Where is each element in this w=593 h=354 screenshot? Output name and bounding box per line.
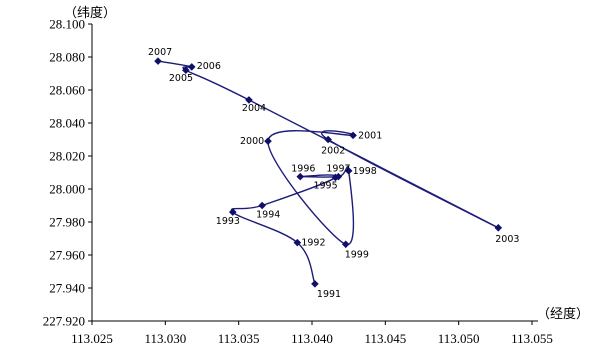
y-tick-label: 227.920 xyxy=(43,314,85,329)
y-tick-label: 27.940 xyxy=(49,281,85,296)
data-point-marker xyxy=(245,96,253,104)
data-point-marker xyxy=(258,201,266,210)
data-point-label: 2006 xyxy=(197,61,221,72)
data-point-label: 1998 xyxy=(353,166,377,177)
data-point-marker xyxy=(296,172,305,181)
data-point-label: 1996 xyxy=(291,164,315,175)
x-tick-label: 113.030 xyxy=(144,331,186,346)
data-point-label: 1995 xyxy=(313,180,337,191)
y-tick-label: 28.060 xyxy=(49,83,85,98)
x-tick-label: 113.055 xyxy=(511,331,553,346)
y-tick-group: 227.920 27.940 27.960 27.980 28.000 28.020 28.… xyxy=(43,17,92,329)
x-axis-title: （经度） xyxy=(537,306,589,322)
data-point-marker xyxy=(349,131,357,140)
data-point-marker xyxy=(293,238,302,247)
x-tick-label: 113.025 xyxy=(71,331,113,346)
y-tick-label: 28.040 xyxy=(49,116,85,131)
y-tick-label: 28.100 xyxy=(49,17,85,32)
data-point-label: 2002 xyxy=(321,146,345,157)
x-tick-label: 113.050 xyxy=(438,331,480,346)
marker-group xyxy=(154,57,503,288)
data-point-label: 2004 xyxy=(242,103,266,114)
data-point-marker xyxy=(154,57,162,65)
data-point-marker xyxy=(324,135,332,144)
data-point-marker xyxy=(187,63,196,71)
data-point-label: 2000 xyxy=(240,136,264,147)
data-point-label: 2001 xyxy=(358,130,382,141)
y-tick-label: 27.980 xyxy=(49,215,85,230)
x-tick-label: 113.040 xyxy=(291,331,333,346)
y-axis-title: （纬度） xyxy=(64,5,116,21)
y-tick-label: 28.000 xyxy=(49,182,85,197)
data-point-marker xyxy=(341,240,350,249)
data-point-label: 1991 xyxy=(317,289,341,300)
data-point-marker xyxy=(311,280,319,288)
x-tick-group: 113.025 113.030 113.035 113.040 113.045 113.0… xyxy=(71,321,553,346)
data-point-marker xyxy=(494,223,503,232)
data-point-label: 1997 xyxy=(326,164,350,175)
data-point-label: 1999 xyxy=(345,249,369,260)
x-tick-label: 113.045 xyxy=(364,331,406,346)
data-point-label: 1992 xyxy=(301,238,325,249)
y-tick-label: 28.080 xyxy=(49,50,85,65)
y-tick-label: 28.020 xyxy=(49,149,85,164)
data-point-marker xyxy=(182,66,190,74)
data-point-marker xyxy=(344,167,353,175)
data-point-marker xyxy=(229,208,237,216)
data-point-marker xyxy=(334,172,343,181)
y-tick-label: 27.960 xyxy=(49,248,85,263)
data-point-marker xyxy=(264,137,272,145)
data-point-label: 2005 xyxy=(169,73,193,84)
point-label-group: 1991 1992 1993 1994 1995 1996 1997 1998 1999 2000… xyxy=(148,47,519,300)
data-point-label: 1994 xyxy=(256,210,280,221)
x-tick-label: 113.035 xyxy=(218,331,260,346)
data-point-label: 1993 xyxy=(216,216,240,227)
data-point-label: 2007 xyxy=(148,47,172,58)
data-point-label: 2003 xyxy=(495,234,519,245)
